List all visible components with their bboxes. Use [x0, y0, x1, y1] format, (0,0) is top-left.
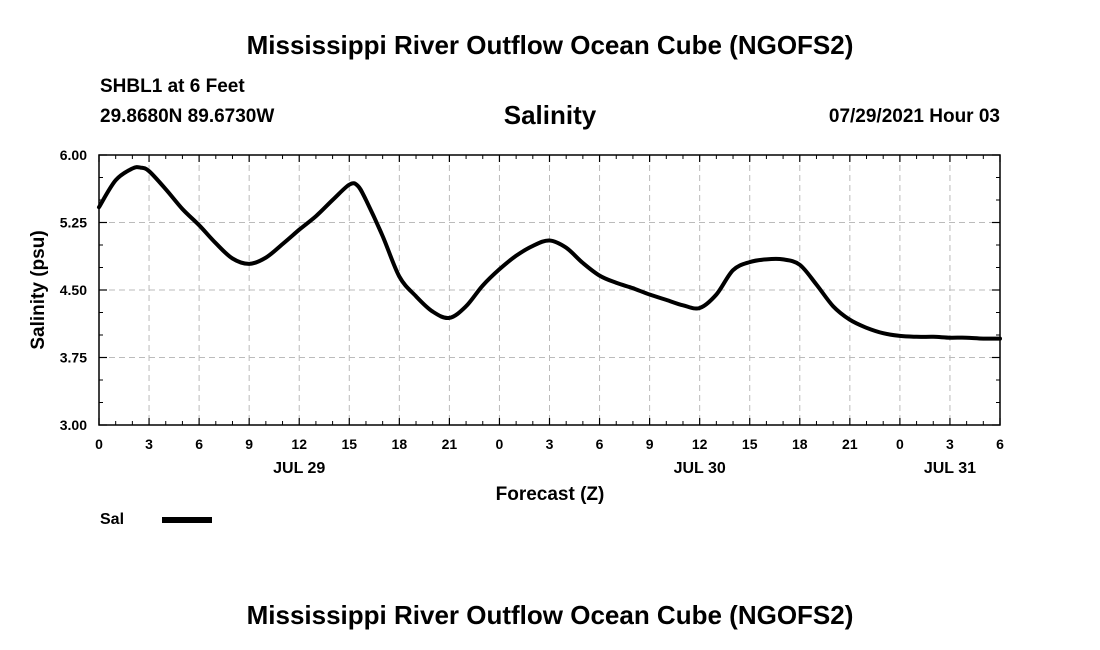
- y-tick-label: 6.00: [60, 147, 87, 163]
- x-tick-label: 18: [792, 436, 808, 452]
- station-coordinates: 29.8680N 89.6730W: [100, 106, 275, 127]
- x-tick-label: 0: [896, 436, 904, 452]
- plot-title: Salinity: [504, 100, 597, 130]
- x-tick-label: 21: [842, 436, 858, 452]
- y-tick-label: 4.50: [60, 282, 87, 298]
- x-tick-label: 6: [596, 436, 604, 452]
- date-label: JUL 29: [273, 460, 325, 477]
- x-tick-label: 15: [742, 436, 758, 452]
- date-label: JUL 31: [924, 460, 976, 477]
- x-tick-label: 0: [95, 436, 103, 452]
- date-label: JUL 30: [674, 460, 726, 477]
- x-tick-label: 3: [145, 436, 153, 452]
- y-tick-label: 3.75: [60, 350, 87, 366]
- salinity-series-line: [97, 165, 1002, 341]
- chart-main-title: Mississippi River Outflow Ocean Cube (NG…: [246, 30, 854, 60]
- x-tick-label: 18: [392, 436, 408, 452]
- y-axis-label: Salinity (psu): [28, 230, 49, 349]
- x-axis-label: Forecast (Z): [496, 484, 605, 505]
- y-tick-label: 3.00: [60, 417, 87, 433]
- x-tick-label: 3: [946, 436, 954, 452]
- x-tick-label: 3: [546, 436, 554, 452]
- x-tick-label: 12: [291, 436, 307, 452]
- x-tick-label: 15: [341, 436, 357, 452]
- x-tick-label: 21: [442, 436, 458, 452]
- x-tick-label: 9: [646, 436, 654, 452]
- x-tick-label: 0: [496, 436, 504, 452]
- station-label: SHBL1 at 6 Feet: [100, 76, 245, 97]
- x-tick-label: 12: [692, 436, 708, 452]
- chart-footer-title: Mississippi River Outflow Ocean Cube (NG…: [246, 600, 854, 630]
- x-tick-label: 6: [996, 436, 1004, 452]
- forecast-datetime: 07/29/2021 Hour 03: [828, 106, 1000, 127]
- legend-label: Sal: [100, 511, 124, 528]
- y-tick-label: 5.25: [60, 215, 87, 231]
- x-tick-label: 9: [245, 436, 253, 452]
- x-tick-label: 6: [195, 436, 203, 452]
